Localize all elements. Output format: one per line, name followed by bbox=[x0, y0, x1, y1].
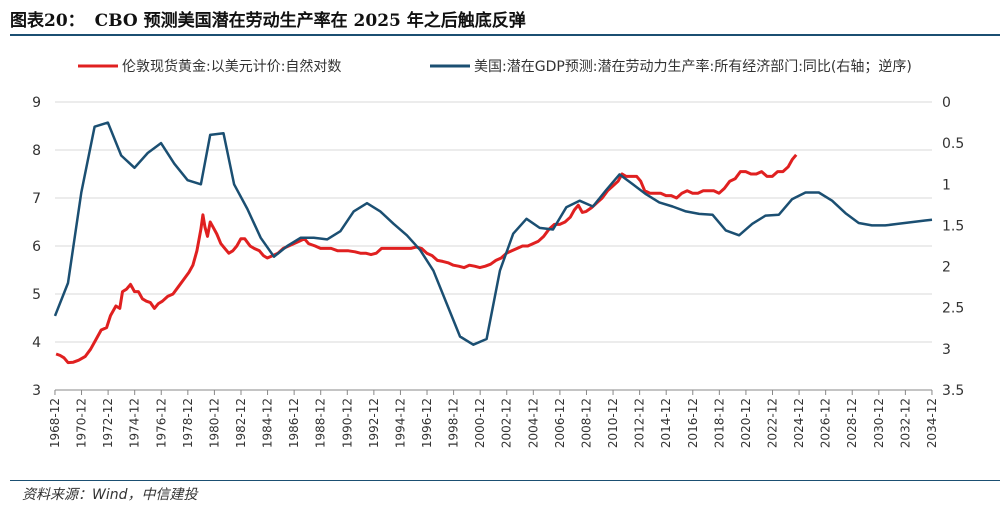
x-axis: 1968-12 1970-12 1972-12 1974-12 1976-12 1978-… bbox=[48, 390, 939, 448]
x-tick-label: 1982-12 bbox=[234, 398, 248, 448]
x-tick-label: 1996-12 bbox=[420, 398, 434, 448]
x-tick-label: 2010-12 bbox=[606, 398, 620, 448]
y-left-tick-label: 5 bbox=[32, 287, 41, 303]
y-right-tick-label: 0 bbox=[942, 95, 951, 111]
x-tick-label: 2012-12 bbox=[633, 398, 647, 448]
y-axis-left: 3 4 5 6 7 8 9 bbox=[32, 95, 41, 399]
x-tick-label: 2004-12 bbox=[526, 398, 540, 448]
y-left-tick-label: 6 bbox=[32, 239, 41, 255]
y-left-tick-label: 8 bbox=[32, 143, 41, 159]
x-tick-label: 1970-12 bbox=[75, 398, 89, 448]
x-tick-label: 1968-12 bbox=[48, 398, 62, 448]
legend-gold-label: 伦敦现货黄金:以美元计价:自然对数 bbox=[122, 58, 341, 75]
y-right-tick-label: 3.5 bbox=[942, 383, 964, 399]
x-tick-label: 2034-12 bbox=[925, 398, 939, 448]
figure-label: 图表20： bbox=[10, 11, 85, 31]
source-note: 资料来源：Wind，中信建投 bbox=[22, 487, 198, 503]
x-tick-label: 2028-12 bbox=[845, 398, 859, 448]
x-tick-label: 2024-12 bbox=[792, 398, 806, 448]
x-tick-label: 2014-12 bbox=[659, 398, 673, 448]
legend-productivity-label: 美国:潜在GDP预测:潜在劳动力生产率:所有经济部门:同比(右轴；逆序) bbox=[474, 58, 912, 75]
x-tick-label: 2016-12 bbox=[686, 398, 700, 448]
y-left-tick-label: 3 bbox=[32, 383, 41, 399]
x-tick-label: 2018-12 bbox=[712, 398, 726, 448]
x-tick-label: 2030-12 bbox=[872, 398, 886, 448]
y-left-tick-label: 9 bbox=[32, 95, 41, 111]
y-left-tick-label: 7 bbox=[32, 191, 41, 207]
x-tick-label: 2000-12 bbox=[473, 398, 487, 448]
x-tick-label: 2008-12 bbox=[579, 398, 593, 448]
y-right-tick-label: 1 bbox=[942, 177, 951, 193]
y-left-tick-label: 4 bbox=[32, 335, 41, 351]
x-tick-label: 2022-12 bbox=[766, 398, 780, 448]
y-right-tick-label: 3 bbox=[942, 342, 951, 358]
productivity-line bbox=[53, 121, 933, 346]
y-right-tick-label: 2 bbox=[942, 260, 951, 276]
title-divider bbox=[10, 34, 1000, 36]
x-tick-label: 1994-12 bbox=[393, 398, 407, 448]
x-tick-label: 1984-12 bbox=[261, 398, 275, 448]
x-tick-label: 1998-12 bbox=[447, 398, 461, 448]
y-right-tick-label: 2.5 bbox=[942, 301, 964, 317]
x-tick-label: 1978-12 bbox=[181, 398, 195, 448]
x-tick-label: 1974-12 bbox=[128, 398, 142, 448]
legend: 伦敦现货黄金:以美元计价:自然对数 美国:潜在GDP预测:潜在劳动力生产率:所有经… bbox=[78, 58, 912, 75]
y-right-tick-label: 0.5 bbox=[942, 136, 964, 152]
y-axis-right: 0 0.5 1 1.5 2 2.5 3 3.5 bbox=[942, 95, 964, 399]
x-tick-label: 1988-12 bbox=[314, 398, 328, 448]
figure-title: CBO 预测美国潜在劳动生产率在 2025 年之后触底反弹 bbox=[94, 11, 526, 31]
x-tick-label: 2032-12 bbox=[898, 398, 912, 448]
x-tick-label: 1992-12 bbox=[367, 398, 381, 448]
x-tick-label: 1972-12 bbox=[101, 398, 115, 448]
series-lines bbox=[53, 121, 933, 365]
source-divider bbox=[10, 480, 1000, 481]
x-tick-label: 1980-12 bbox=[207, 398, 221, 448]
y-right-tick-label: 1.5 bbox=[942, 218, 964, 234]
grid-lines bbox=[55, 101, 932, 391]
x-tick-label: 1976-12 bbox=[154, 398, 168, 448]
x-tick-label: 1986-12 bbox=[287, 398, 301, 448]
figure-title-bar: 图表20： CBO 预测美国潜在劳动生产率在 2025 年之后触底反弹 bbox=[10, 6, 526, 31]
x-tick-label: 2006-12 bbox=[553, 398, 567, 448]
gold-price-line bbox=[55, 153, 798, 365]
x-tick-label: 2026-12 bbox=[819, 398, 833, 448]
x-tick-label: 1990-12 bbox=[340, 398, 354, 448]
x-tick-label: 2002-12 bbox=[500, 398, 514, 448]
x-tick-label: 2020-12 bbox=[739, 398, 753, 448]
